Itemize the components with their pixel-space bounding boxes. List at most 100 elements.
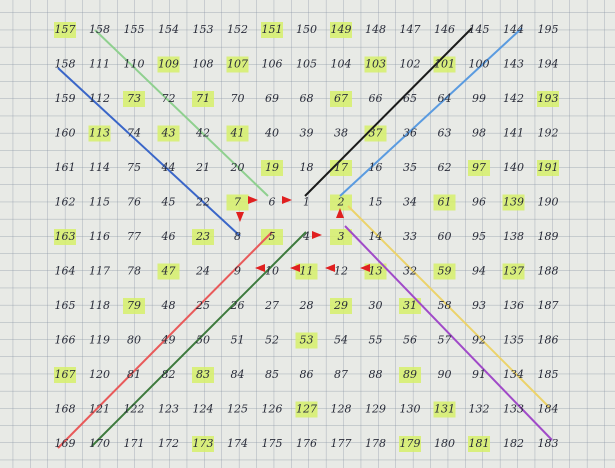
cell-number: 28 — [299, 299, 314, 312]
highlights — [54, 22, 559, 452]
prime-highlight — [226, 125, 249, 142]
cell-number: 131 — [434, 403, 455, 416]
cell-number: 175 — [262, 437, 283, 450]
cell-number: 12 — [334, 265, 348, 278]
blue-line — [57, 67, 241, 237]
cell-number: 123 — [158, 403, 179, 416]
cell-number: 132 — [469, 403, 490, 416]
prime-highlight — [364, 56, 387, 73]
cell-number: 130 — [400, 403, 421, 416]
cell-number: 77 — [127, 230, 141, 243]
prime-highlight — [433, 194, 456, 211]
cell-number: 149 — [331, 23, 352, 36]
cell-number: 72 — [162, 92, 176, 105]
cell-number: 144 — [503, 23, 524, 36]
cell-number: 168 — [55, 403, 76, 416]
cell-number: 74 — [127, 127, 141, 140]
cell-number: 36 — [403, 127, 417, 140]
cell-number: 32 — [403, 265, 417, 278]
cell-number: 89 — [403, 368, 417, 381]
cell-number: 195 — [538, 23, 559, 36]
arrow — [236, 212, 244, 222]
cell-number: 17 — [334, 161, 348, 174]
cell-number: 87 — [334, 368, 348, 381]
cell-number: 29 — [333, 299, 348, 312]
cell-number: 185 — [538, 368, 559, 381]
cell-number: 7 — [234, 196, 241, 209]
arrow — [312, 231, 322, 239]
cell-number: 119 — [89, 334, 110, 347]
black-line — [304, 27, 473, 197]
green-line — [94, 29, 269, 197]
cell-number: 24 — [195, 265, 210, 278]
cell-number: 39 — [300, 127, 314, 140]
cell-number: 190 — [538, 196, 559, 209]
prime-highlight — [226, 56, 249, 73]
cell-number: 57 — [438, 334, 452, 347]
cell-number: 59 — [438, 265, 452, 278]
cell-number: 78 — [127, 265, 141, 278]
cell-number: 165 — [55, 299, 76, 312]
arrow — [325, 264, 335, 272]
cell-number: 150 — [296, 23, 317, 36]
cell-number: 135 — [503, 334, 524, 347]
cell-number: 19 — [265, 161, 279, 174]
cell-number: 52 — [265, 334, 279, 347]
cell-number: 31 — [403, 299, 417, 312]
cell-number: 181 — [469, 437, 490, 450]
cell-number: 146 — [434, 23, 455, 36]
cell-number: 163 — [55, 230, 76, 243]
prime-highlight — [157, 125, 180, 142]
cell-number: 21 — [195, 161, 210, 174]
cell-number: 96 — [472, 196, 486, 209]
cell-number: 65 — [403, 92, 417, 105]
cell-number: 45 — [161, 196, 176, 209]
cell-number: 178 — [365, 437, 386, 450]
cell-number: 76 — [127, 196, 141, 209]
cell-number: 56 — [403, 334, 417, 347]
prime-highlight — [54, 22, 76, 38]
cell-number: 69 — [265, 92, 279, 105]
dark-green-line — [91, 231, 307, 447]
arrow — [255, 264, 265, 272]
prime-highlight — [330, 22, 352, 38]
cell-number: 13 — [369, 265, 383, 278]
cell-number: 95 — [472, 230, 486, 243]
cell-number: 35 — [403, 161, 417, 174]
cell-number: 191 — [538, 161, 559, 174]
cell-number: 184 — [538, 403, 559, 416]
cell-number: 5 — [269, 230, 276, 243]
prime-highlight — [261, 22, 283, 38]
cell-number: 34 — [403, 196, 417, 209]
cell-number: 101 — [434, 58, 455, 71]
cell-number: 124 — [193, 403, 214, 416]
prime-highlight — [468, 160, 490, 176]
cell-number: 108 — [193, 58, 214, 71]
cell-number: 25 — [195, 299, 210, 312]
prime-highlight — [537, 91, 559, 107]
prime-highlight — [261, 160, 283, 176]
cell-number: 80 — [127, 334, 141, 347]
cell-number: 64 — [438, 92, 452, 105]
cell-number: 94 — [472, 265, 486, 278]
cell-number: 169 — [55, 437, 76, 450]
cell-number: 75 — [127, 161, 141, 174]
cell-number: 118 — [89, 299, 110, 312]
cell-number: 145 — [469, 23, 490, 36]
cell-number: 138 — [503, 230, 524, 243]
cell-number: 83 — [196, 368, 210, 381]
arrow — [282, 196, 292, 204]
prime-highlight — [192, 229, 214, 245]
cell-number: 11 — [300, 265, 314, 278]
cell-number: 151 — [262, 23, 283, 36]
prime-highlight — [468, 436, 490, 452]
cell-number: 3 — [338, 230, 345, 243]
prime-highlight — [192, 367, 214, 383]
cell-number: 187 — [538, 299, 559, 312]
cell-number: 100 — [469, 58, 490, 71]
cell-number: 186 — [538, 334, 559, 347]
cell-number: 30 — [369, 299, 383, 312]
cell-number: 127 — [296, 403, 317, 416]
cell-number: 140 — [503, 161, 524, 174]
cell-number: 61 — [438, 196, 452, 209]
